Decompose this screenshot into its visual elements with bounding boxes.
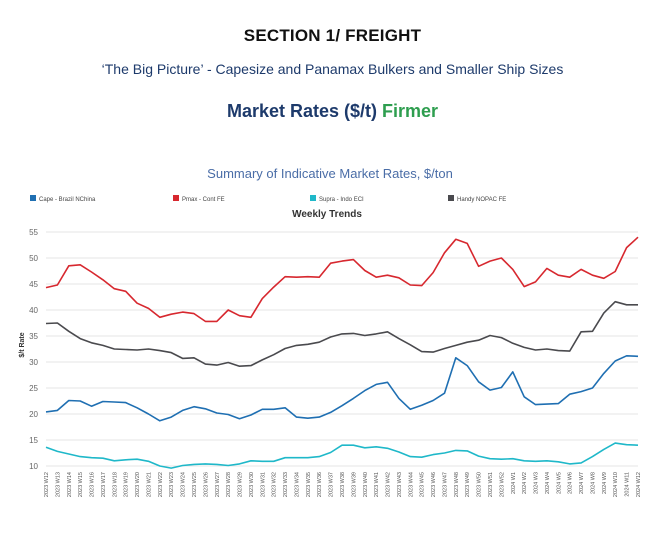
x-tick-label: 2023 W30 [249,472,255,497]
x-tick-label: 2023 W35 [306,472,312,497]
legend-label: Supra - Indo ECI [319,197,364,203]
x-tick-label: 2023 W24 [181,472,187,497]
x-tick-label: 2023 W29 [238,472,244,497]
x-tick-label: 2023 W36 [317,472,323,497]
x-tick-label: 2024 W10 [613,472,619,497]
section-title: SECTION 1/ FREIGHT [243,26,422,45]
x-tick-label: 2023 W46 [431,472,437,497]
x-tick-label: 2023 W50 [477,472,483,497]
x-tick-label: 2023 W48 [454,472,460,497]
chart-subtitle: Weekly Trends [292,209,362,220]
x-tick-label: 2024 W3 [534,472,540,494]
x-tick-label: 2023 W33 [283,472,289,497]
x-tick-label: 2024 W1 [511,472,517,494]
x-tick-label: 2023 W38 [340,472,346,497]
x-tick-label: 2023 W34 [294,472,300,497]
y-tick-label: 40 [29,306,38,315]
x-tick-label: 2023 W27 [215,472,221,497]
y-tick-label: 35 [29,332,38,341]
y-tick-label: 10 [29,462,38,471]
market-rates-headline: Market Rates ($/t) Firmer [0,101,665,122]
y-axis-label: $/t Rate [19,332,26,357]
x-tick-label: 2023 W41 [374,472,380,497]
x-tick-label: 2023 W42 [386,472,392,497]
market-rates-label: Market Rates ($/t) [226,101,377,121]
market-trend: Firmer [382,101,439,121]
x-tick-label: 2023 W13 [55,472,61,497]
chart-series [45,236,639,469]
y-axis-ticks: 10 15 20 25 30 35 40 45 50 55 [29,228,38,471]
x-tick-label: 2024 W12 [636,472,642,497]
legend-label: Pmax - Cont FE [182,197,225,203]
x-tick-label: 2023 W47 [442,472,448,497]
x-tick-label: 2023 W28 [226,472,232,497]
series-line [45,236,639,323]
x-tick-label: 2024 W6 [568,472,574,494]
x-tick-label: 2023 W22 [158,472,164,497]
x-tick-label: 2023 W20 [135,472,141,497]
x-tick-label: 2023 W21 [146,472,152,497]
x-tick-label: 2023 W51 [488,472,494,497]
x-tick-label: 2023 W43 [397,472,403,497]
chart-legend: Cape - Brazil NChina Pmax - Cont FE Supra … [30,195,506,203]
legend-swatch [173,195,179,201]
x-tick-label: 2023 W45 [420,472,426,497]
x-tick-label: 2023 W12 [44,472,50,497]
x-tick-label: 2024 W9 [602,472,608,494]
x-tick-label: 2024 W11 [625,472,631,497]
legend-swatch [310,195,316,201]
x-tick-label: 2023 W14 [67,472,73,497]
y-tick-label: 45 [29,280,38,289]
x-axis-ticks: 2023 W12 2023 W13 2023 W14 2023 W15 2023 W16… [44,472,642,497]
y-tick-label: 25 [29,384,38,393]
legend-swatch [448,195,454,201]
x-tick-label: 2023 W52 [499,472,505,497]
y-tick-label: 55 [29,228,38,237]
series-line [45,300,638,367]
x-tick-label: 2024 W7 [579,472,585,494]
y-tick-label: 20 [29,410,38,419]
x-tick-label: 2023 W32 [272,472,278,497]
x-tick-label: 2023 W39 [351,472,357,497]
x-tick-label: 2024 W5 [556,472,562,494]
series-line [45,355,639,422]
x-tick-label: 2023 W44 [408,472,414,497]
x-tick-label: 2023 W40 [363,472,369,497]
y-tick-label: 30 [29,358,38,367]
legend-label: Handy NOPAC FE [457,197,506,203]
chart-grid [46,231,638,467]
x-tick-label: 2023 W18 [112,472,118,497]
market-rates-chart: Summary of Indicative Market Rates, $/to… [19,166,642,497]
y-tick-label: 15 [29,436,38,445]
x-tick-label: 2023 W31 [260,472,266,497]
x-tick-label: 2023 W26 [203,472,209,497]
y-tick-label: 50 [29,254,38,263]
x-tick-label: 2023 W37 [329,472,335,497]
chart-title: Summary of Indicative Market Rates, $/to… [207,166,453,181]
x-tick-label: 2023 W15 [78,472,84,497]
x-tick-label: 2023 W19 [124,472,130,497]
x-tick-label: 2024 W8 [590,472,596,494]
x-tick-label: 2023 W16 [90,472,96,497]
x-tick-label: 2023 W17 [101,472,107,497]
x-tick-label: 2023 W23 [169,472,175,497]
section-subtitle: ‘The Big Picture’ - Capesize and Panamax… [101,61,564,77]
x-tick-label: 2024 W2 [522,472,528,494]
legend-swatch [30,195,36,201]
x-tick-label: 2024 W4 [545,472,551,494]
legend-label: Cape - Brazil NChina [39,197,96,203]
series-line [45,442,639,469]
x-tick-label: 2023 W25 [192,472,198,497]
x-tick-label: 2023 W49 [465,472,471,497]
